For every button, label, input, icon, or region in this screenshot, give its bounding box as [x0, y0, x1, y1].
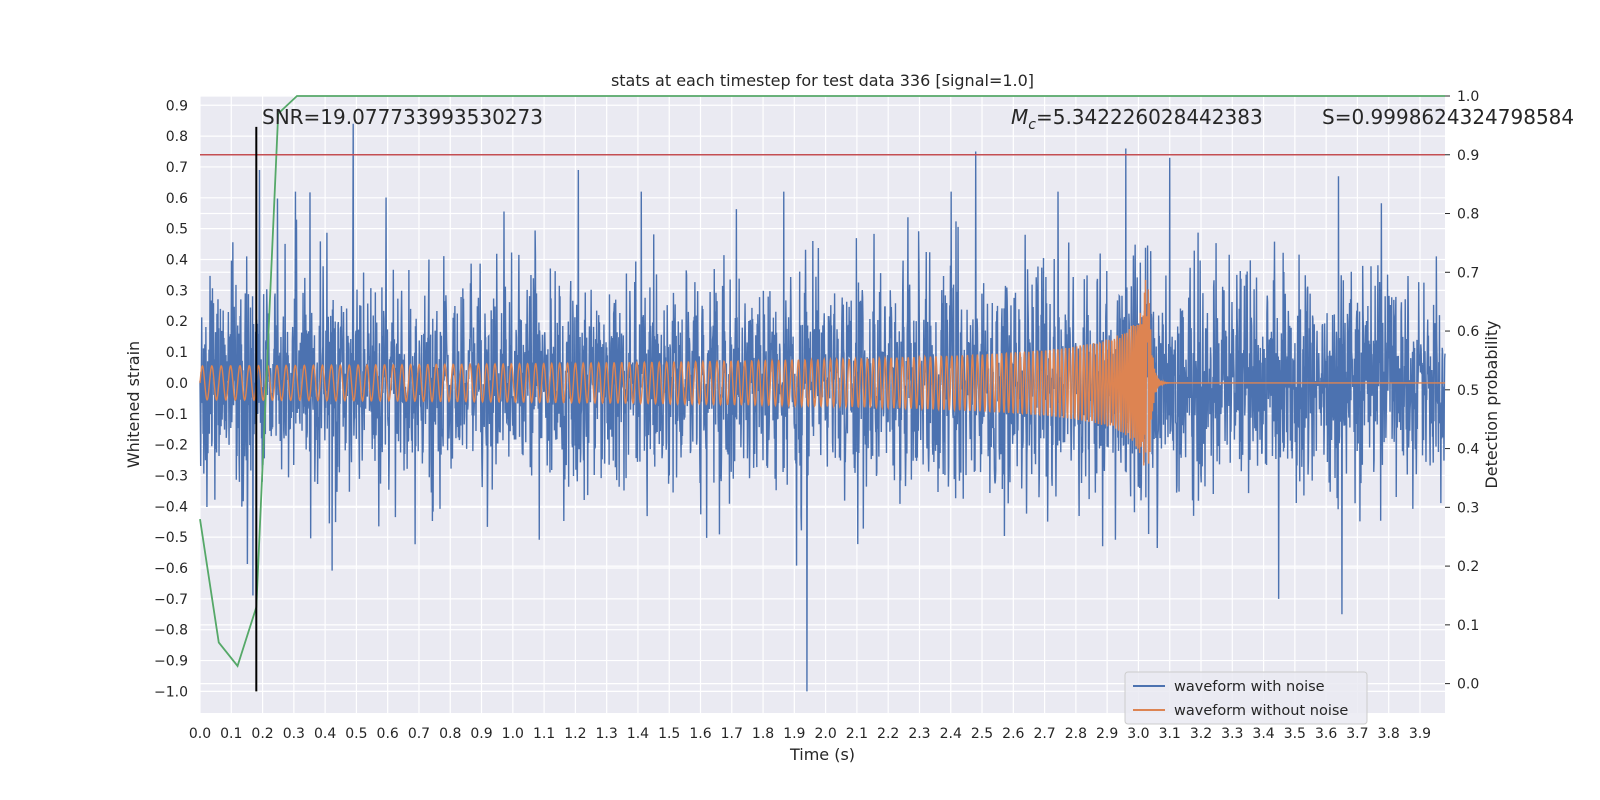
x-tick-label: 1.6 — [689, 726, 711, 742]
y2-tick-label: 0.3 — [1457, 500, 1479, 516]
x-tick-label: 2.0 — [814, 726, 836, 742]
x-tick-label: 2.5 — [971, 726, 993, 742]
y2-tick-label: 0.9 — [1457, 148, 1479, 164]
x-tick-label: 2.9 — [1096, 726, 1118, 742]
series-layer — [199, 95, 1446, 692]
chirp-mass-value: =5.342226028442383 — [1036, 105, 1263, 129]
y-tick-label: −0.5 — [154, 530, 188, 546]
snr-annotation: SNR=19.077733993530273 — [262, 105, 543, 129]
y2-tick-label: 1.0 — [1457, 89, 1479, 105]
y2-tick-label: 0.4 — [1457, 442, 1479, 458]
x-tick-label: 0.0 — [189, 726, 211, 742]
y-tick-label: 0.7 — [166, 160, 188, 176]
x-tick-label: 0.2 — [251, 726, 273, 742]
x-tick-label: 2.3 — [908, 726, 930, 742]
x-tick-label: 2.1 — [846, 726, 868, 742]
x-tick-label: 3.1 — [1159, 726, 1181, 742]
y-tick-label: 0.1 — [166, 345, 188, 361]
x-tick-label: 1.4 — [627, 726, 649, 742]
x-axis-label: Time (s) — [789, 745, 855, 764]
x-tick-label: 0.6 — [377, 726, 399, 742]
y-tick-label: −0.9 — [154, 654, 188, 670]
y-tick-label: 0.4 — [166, 253, 188, 269]
y-tick-label: −0.7 — [154, 592, 188, 608]
y-tick-label: 0.3 — [166, 283, 188, 299]
x-tick-label: 3.2 — [1190, 726, 1212, 742]
x-tick-label: 2.8 — [1065, 726, 1087, 742]
y-tick-label: −0.1 — [154, 407, 188, 423]
y-axis-label: Whitened strain — [124, 341, 143, 468]
x-tick-label: 2.6 — [1002, 726, 1024, 742]
chirp-mass-annotation: Mc=5.342226028442383 — [1011, 105, 1263, 133]
x-tick-label: 1.8 — [752, 726, 774, 742]
legend: waveform with noise waveform without noi… — [1124, 671, 1368, 725]
y-tick-label: −0.6 — [154, 561, 188, 577]
x-tick-label: 0.4 — [314, 726, 336, 742]
x-tick-label: 2.7 — [1033, 726, 1055, 742]
y-tick-label: −1.0 — [154, 684, 188, 700]
y2-tick-label: 0.0 — [1457, 677, 1479, 693]
legend-label-waveform-without-noise: waveform without noise — [1174, 703, 1348, 719]
x-tick-label: 3.7 — [1346, 726, 1368, 742]
y2-tick-label: 0.2 — [1457, 559, 1479, 575]
x-tick-label: 3.5 — [1284, 726, 1306, 742]
x-tick-label: 2.4 — [940, 726, 962, 742]
x-tick-label: 0.8 — [439, 726, 461, 742]
y-tick-label: 0.5 — [166, 222, 188, 238]
x-tick-label: 1.2 — [564, 726, 586, 742]
x-tick-label: 0.5 — [345, 726, 367, 742]
series-waveform-without-noise — [199, 279, 1445, 466]
y2-tick-label: 0.1 — [1457, 618, 1479, 634]
y2-axis-label: Detection probability — [1482, 320, 1501, 488]
chirp-mass-symbol: M — [1011, 105, 1028, 129]
x-tick-label: 2.2 — [877, 726, 899, 742]
chirp-mass-subscript: c — [1028, 117, 1036, 133]
x-tick-label: 1.3 — [596, 726, 618, 742]
y-tick-label: 0.6 — [166, 191, 188, 207]
x-tick-label: 3.3 — [1221, 726, 1243, 742]
x-tick-label: 3.6 — [1315, 726, 1337, 742]
legend-label-waveform-with-noise: waveform with noise — [1174, 679, 1325, 695]
s-annotation: S=0.9998624324798584 — [1322, 105, 1574, 129]
y2-tick-label: 0.6 — [1457, 324, 1479, 340]
x-tick-label: 1.0 — [502, 726, 524, 742]
x-tick-label: 1.1 — [533, 726, 555, 742]
legend-box — [1124, 671, 1368, 725]
y-tick-label: −0.2 — [154, 438, 188, 454]
y-tick-label: 0.8 — [166, 129, 188, 145]
tick-labels: 0.0 0.1 0.2 0.3 0.4 0.5 0.6 0.7 0.8 0.9 1.0 1.1 1.2 1… — [154, 89, 1479, 742]
y2-tick-label: 0.5 — [1457, 383, 1479, 399]
y2-tick-label: 0.8 — [1457, 207, 1479, 223]
x-tick-label: 1.5 — [658, 726, 680, 742]
x-tick-label: 0.7 — [408, 726, 430, 742]
x-tick-label: 3.8 — [1378, 726, 1400, 742]
chart-title: stats at each timestep for test data 336… — [611, 71, 1034, 90]
x-tick-label: 0.9 — [470, 726, 492, 742]
x-tick-label: 0.1 — [220, 726, 242, 742]
x-tick-label: 3.0 — [1127, 726, 1149, 742]
x-tick-label: 0.3 — [283, 726, 305, 742]
y-tick-label: −0.8 — [154, 623, 188, 639]
x-tick-label: 3.4 — [1252, 726, 1274, 742]
y-tick-label: 0.0 — [166, 376, 188, 392]
y-tick-label: 0.9 — [166, 98, 188, 114]
x-tick-label: 1.7 — [721, 726, 743, 742]
y-tick-label: −0.4 — [154, 499, 188, 515]
x-tick-label: 3.9 — [1409, 726, 1431, 742]
y2-tick-label: 0.7 — [1457, 265, 1479, 281]
y-tick-label: −0.3 — [154, 468, 188, 484]
y-tick-label: 0.2 — [166, 314, 188, 330]
x-tick-label: 1.9 — [783, 726, 805, 742]
